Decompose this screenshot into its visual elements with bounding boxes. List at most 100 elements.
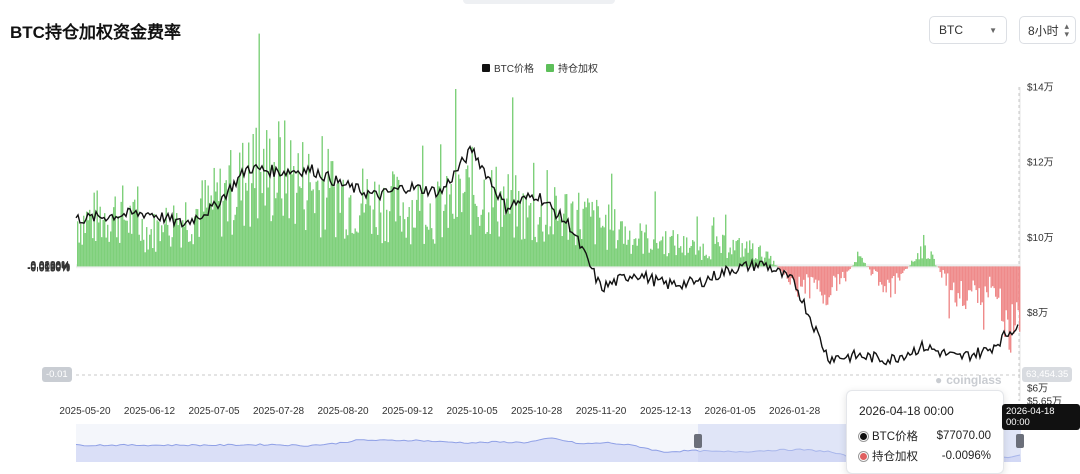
funding-bar — [455, 88, 457, 267]
funding-bar — [392, 171, 394, 267]
funding-bar — [80, 224, 82, 267]
funding-bar — [314, 213, 316, 267]
funding-bar — [828, 266, 830, 298]
funding-bar — [438, 186, 440, 267]
funding-bar — [801, 266, 803, 287]
funding-bar — [522, 193, 524, 267]
legend-item-funding[interactable]: 持仓加权 — [546, 60, 598, 75]
funding-bar — [135, 210, 137, 267]
funding-bar — [597, 206, 599, 267]
funding-bar — [146, 227, 148, 267]
funding-bar — [419, 210, 421, 267]
funding-bar — [906, 266, 908, 269]
funding-bar — [207, 185, 209, 267]
funding-bar — [570, 203, 572, 267]
funding-bar — [923, 234, 925, 267]
funding-bar — [599, 217, 601, 267]
funding-bar — [209, 202, 211, 267]
funding-bar — [477, 217, 479, 267]
x-tick-label: 2025-07-05 — [188, 406, 240, 417]
funding-bar — [447, 227, 449, 267]
funding-bar — [653, 239, 655, 267]
funding-bar — [822, 266, 824, 304]
funding-bar — [119, 242, 121, 267]
funding-bar — [879, 266, 881, 283]
funding-bar — [654, 191, 656, 267]
funding-bar — [87, 220, 89, 267]
funding-bar — [84, 233, 86, 267]
funding-bar — [275, 198, 277, 267]
funding-bar — [683, 236, 685, 267]
funding-bar — [521, 239, 523, 267]
funding-bar — [531, 240, 533, 267]
legend-label-price: BTC价格 — [494, 64, 534, 75]
funding-bar — [468, 177, 470, 267]
funding-bar — [401, 231, 403, 267]
legend-item-price[interactable]: BTC价格 — [482, 60, 534, 75]
funding-bar — [900, 266, 902, 274]
funding-bar — [276, 192, 278, 267]
funding-bar — [732, 239, 734, 267]
funding-bar — [321, 136, 323, 267]
funding-bar — [701, 259, 703, 267]
funding-bar — [731, 254, 733, 267]
funding-bar — [236, 206, 238, 267]
funding-bar — [719, 246, 721, 267]
funding-bar — [215, 191, 217, 267]
funding-bar — [749, 240, 751, 267]
funding-bar — [422, 145, 424, 267]
funding-bar — [309, 182, 311, 267]
funding-bar — [428, 229, 430, 267]
funding-bar — [347, 235, 349, 267]
funding-bar — [243, 225, 245, 267]
funding-bar — [632, 244, 634, 267]
funding-bar — [743, 256, 745, 267]
funding-bar — [453, 218, 455, 267]
coin-select[interactable]: BTC ▼ — [929, 16, 1007, 44]
chart-legend: BTC价格 持仓加权 — [0, 60, 1080, 75]
funding-bar — [491, 170, 493, 267]
funding-bar — [551, 207, 553, 267]
funding-bar — [234, 214, 236, 267]
funding-bar — [449, 194, 451, 267]
funding-bar — [155, 251, 157, 267]
funding-bar — [690, 245, 692, 267]
funding-bar — [617, 240, 619, 267]
funding-bars — [77, 33, 1021, 353]
funding-bar — [998, 266, 1000, 298]
funding-bar — [554, 187, 556, 267]
funding-bar — [296, 192, 298, 267]
navigator-handle — [694, 434, 702, 448]
funding-bar — [833, 266, 835, 276]
funding-bar — [249, 226, 251, 267]
funding-bar — [948, 266, 950, 319]
funding-bar — [1010, 266, 1012, 353]
x-tick-label: 2025-08-20 — [317, 406, 369, 417]
funding-bar — [885, 266, 887, 293]
funding-bar — [387, 242, 389, 267]
funding-bar — [285, 193, 287, 267]
funding-bar — [534, 236, 536, 267]
funding-bar — [227, 221, 229, 267]
funding-bar — [911, 260, 913, 267]
funding-bar — [525, 195, 527, 267]
funding-bar — [873, 266, 875, 270]
funding-bar — [786, 266, 788, 279]
top-scroll-indicator — [463, 0, 615, 4]
left-tick-label: 0% — [56, 262, 71, 273]
funding-bar — [768, 258, 770, 267]
interval-select[interactable]: 8小时 ▴ ▾ — [1019, 16, 1076, 44]
tooltip-price-label: BTC价格 — [872, 431, 918, 443]
funding-bar — [636, 245, 638, 267]
funding-bar — [350, 195, 352, 267]
funding-bar — [831, 266, 833, 288]
funding-bar — [515, 175, 517, 267]
funding-bar — [479, 225, 481, 267]
funding-bar — [884, 266, 886, 287]
funding-bar — [408, 207, 410, 267]
funding-bar — [488, 212, 490, 267]
funding-bar — [557, 220, 559, 267]
funding-bar — [848, 266, 850, 271]
funding-bar — [779, 266, 781, 269]
funding-bar — [903, 266, 905, 271]
